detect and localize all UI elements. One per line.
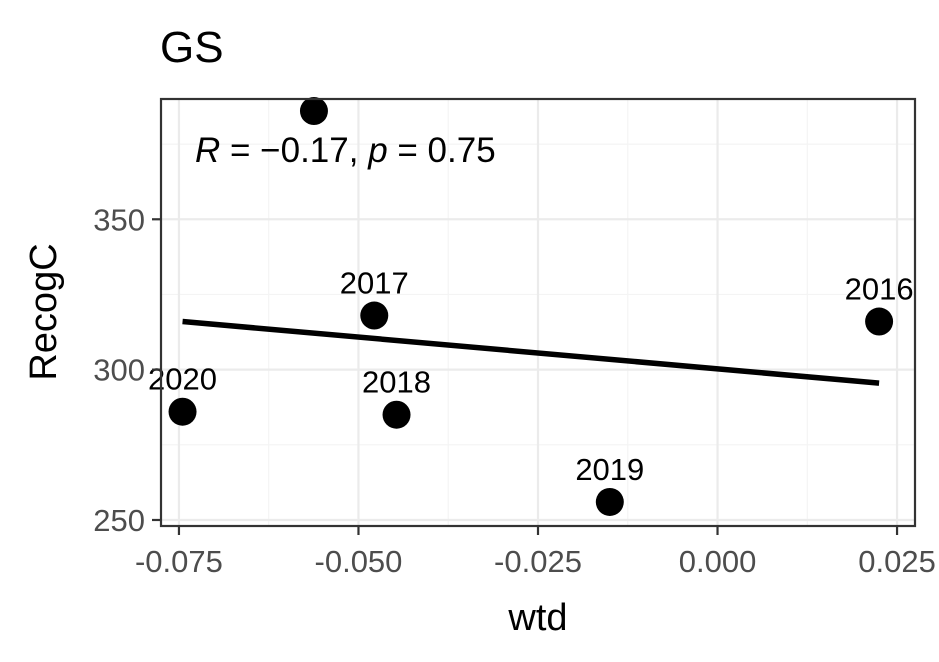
regression-line-layer [182, 318, 880, 386]
data-point [382, 400, 411, 429]
data-point [360, 301, 389, 330]
y-axis-title: RecogC [23, 243, 65, 380]
x-tick-label: -0.075 [135, 544, 223, 579]
x-tick-label: 0.000 [679, 544, 757, 579]
x-tick-label: -0.025 [494, 544, 582, 579]
x-tick-label: 0.025 [858, 544, 936, 579]
p-symbol: p [367, 131, 387, 170]
p-value: 0.75 [428, 131, 496, 170]
point-label: 2018 [362, 365, 431, 400]
equals-sign: = [220, 131, 260, 170]
y-tick-label: 350 [93, 202, 145, 237]
data-point [865, 307, 894, 336]
point-label: 2019 [575, 452, 644, 487]
separator: , [349, 131, 368, 170]
plot-panel: 2020 2017 2018 2019 2016 [148, 97, 917, 528]
point-label: 2017 [340, 266, 409, 301]
x-axis: -0.075 -0.050 -0.025 0.000 0.025 [135, 526, 936, 579]
r-symbol: R [195, 131, 220, 170]
y-axis: 250 300 350 [93, 202, 161, 538]
regression-line [182, 318, 880, 386]
equals-sign-2: = [388, 131, 428, 170]
y-tick-label: 250 [93, 503, 145, 538]
r-value: −0.17 [260, 131, 349, 170]
points-layer [168, 97, 894, 516]
x-axis-title: wtd [507, 597, 567, 639]
data-point [595, 487, 624, 516]
point-labels-layer: 2020 2017 2018 2019 2016 [148, 266, 914, 487]
grid [161, 99, 915, 526]
y-tick-label: 300 [93, 353, 145, 388]
correlation-annotation: R = −0.17, p = 0.75 [195, 131, 496, 170]
chart-title: GS [160, 23, 224, 72]
x-tick-label: -0.050 [315, 544, 403, 579]
data-point [299, 97, 328, 126]
data-point [168, 397, 197, 426]
point-label: 2020 [148, 362, 217, 397]
point-label: 2016 [845, 272, 914, 307]
